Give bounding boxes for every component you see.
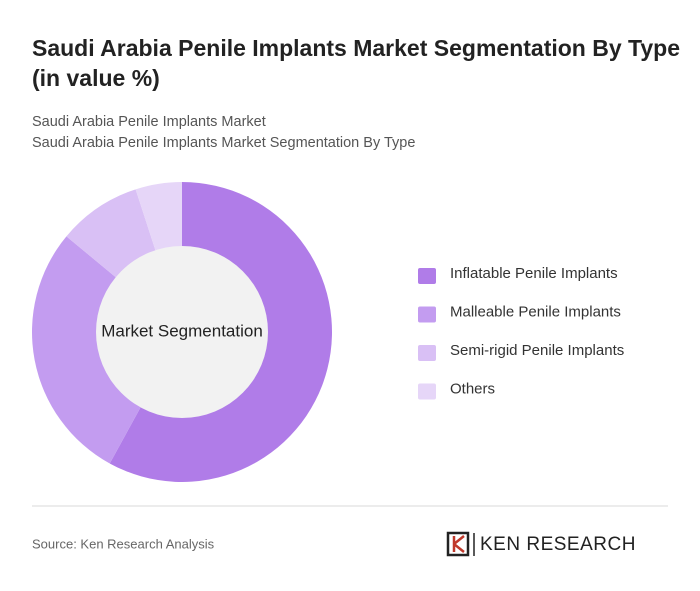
center-label: Market Segmentation	[101, 321, 263, 340]
logo-icon	[446, 531, 470, 557]
legend-swatch	[418, 268, 436, 284]
legend-label: Inflatable Penile Implants	[450, 265, 618, 282]
legend-swatch	[418, 345, 436, 361]
donut-hole	[96, 246, 268, 418]
subtitle: Saudi Arabia Penile Implants Market	[32, 114, 266, 130]
legend-swatch	[418, 383, 436, 400]
logo: KEN RESEARCH	[446, 531, 636, 557]
logo-icon	[452, 535, 465, 553]
source: Source: Ken Research Analysis	[32, 536, 215, 551]
legend-swatch	[418, 306, 436, 323]
subtitle: Saudi Arabia Penile Implants Market Segm…	[32, 135, 415, 151]
legend-label: Others	[450, 380, 495, 397]
chart-title-line-1: Saudi Arabia Penile Implants Market Segm…	[32, 35, 680, 61]
legend-label: Semi-rigid Penile Implants	[450, 342, 624, 359]
legend-label: Malleable Penile Implants	[450, 303, 621, 320]
brand: KEN RESEARCH	[480, 534, 636, 555]
chart-title-line-2: (in value %)	[32, 65, 160, 91]
